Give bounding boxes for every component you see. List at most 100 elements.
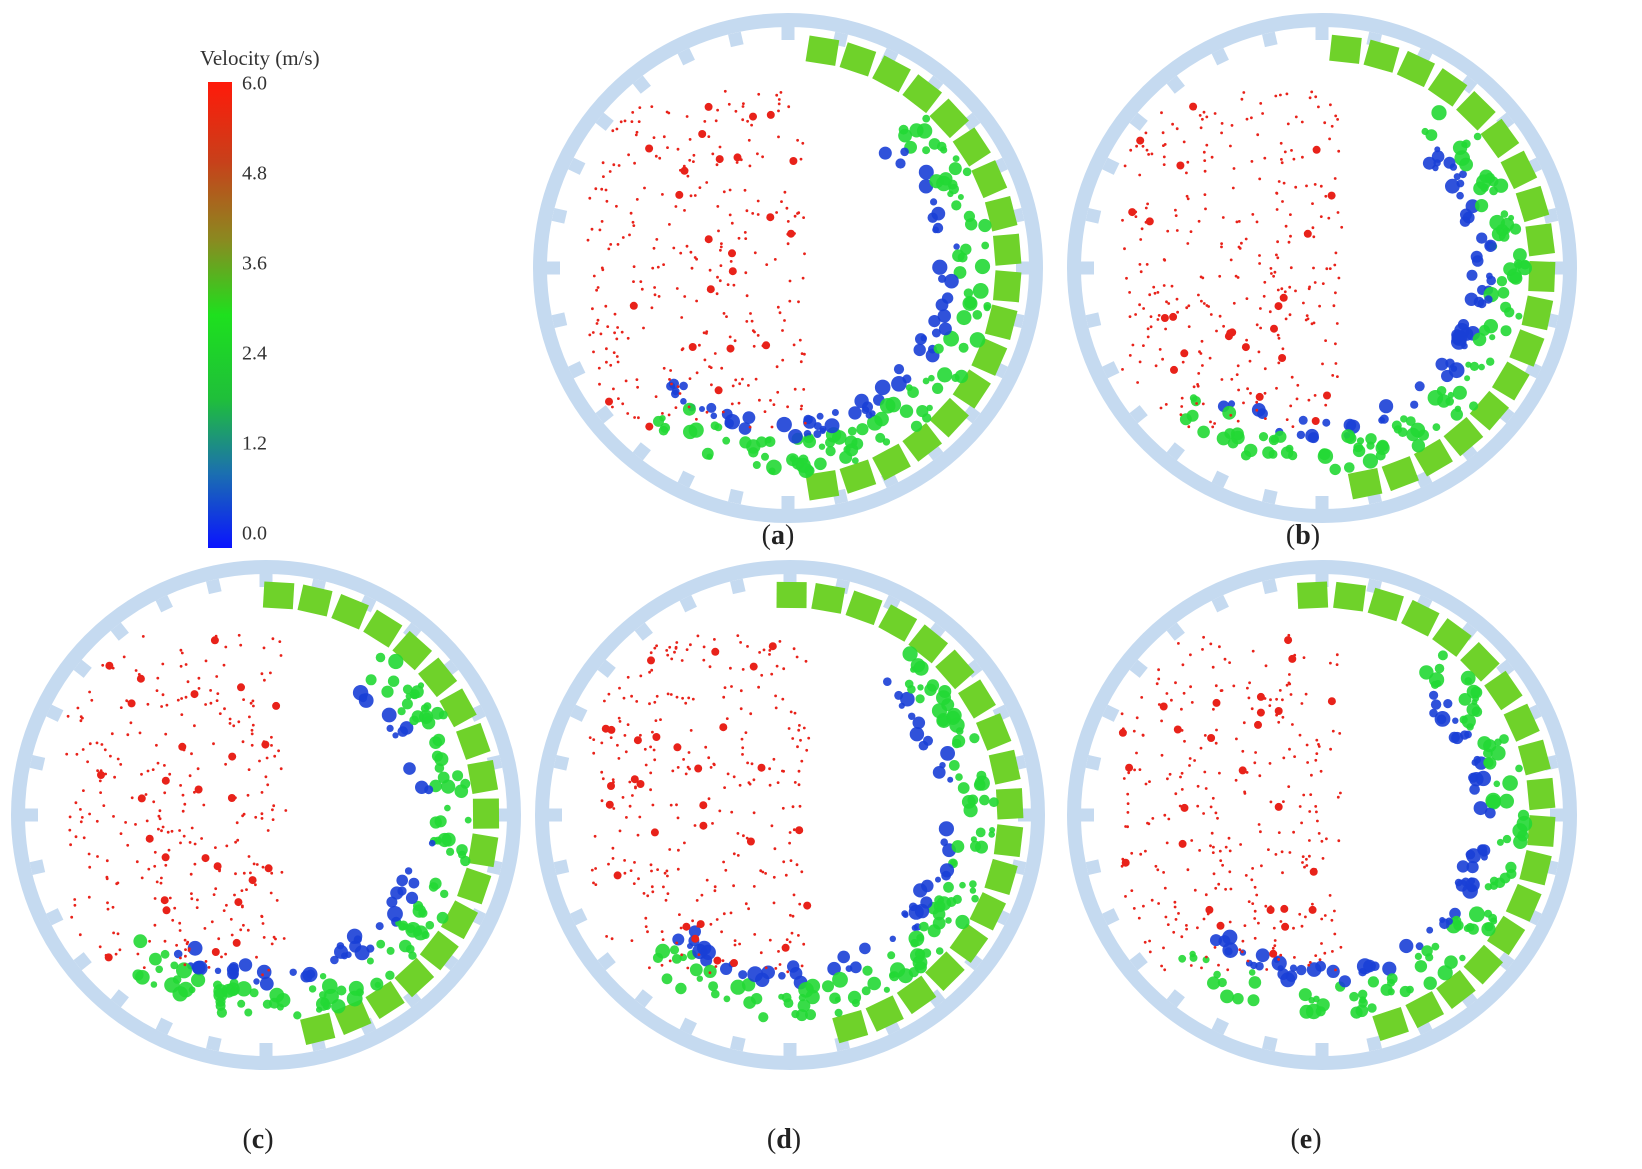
charge-particle xyxy=(944,273,959,289)
cascade-particle xyxy=(1294,185,1298,189)
cascade-particle xyxy=(227,794,236,802)
cascade-particle xyxy=(239,928,243,932)
cascade-particle xyxy=(675,287,679,290)
cascade-particle xyxy=(756,152,759,156)
charge-particle xyxy=(813,430,822,438)
cascade-particle xyxy=(654,395,658,398)
cascade-particle xyxy=(258,759,261,763)
cascade-particle xyxy=(1147,153,1150,156)
cascade-particle xyxy=(688,138,692,141)
lifter-notch xyxy=(1496,952,1515,971)
charge-particle xyxy=(932,259,948,275)
cascade-particle xyxy=(588,736,592,739)
cascade-particle xyxy=(197,676,201,680)
charge-particle xyxy=(1228,400,1236,408)
cascade-particle xyxy=(1263,280,1267,284)
cascade-particle xyxy=(1281,200,1284,203)
cascade-particle xyxy=(1180,935,1184,939)
charge-particle xyxy=(436,911,449,924)
charge-particle xyxy=(969,332,986,348)
cascade-particle xyxy=(1199,746,1203,750)
cascade-particle xyxy=(1162,155,1166,159)
cascade-particle xyxy=(1274,302,1283,311)
lifter-notch xyxy=(597,952,616,971)
liner-block xyxy=(1528,261,1556,292)
cascade-particle xyxy=(1197,372,1201,375)
cascade-particle xyxy=(1259,830,1262,834)
charge-particle xyxy=(958,342,969,353)
cascade-particle xyxy=(673,743,682,752)
cascade-particle xyxy=(1213,112,1217,115)
charge-particle xyxy=(1466,723,1474,731)
cascade-particle xyxy=(1185,927,1188,931)
cascade-particle xyxy=(687,696,691,700)
cascade-particle xyxy=(662,366,666,370)
cascade-particle xyxy=(274,937,277,941)
charge-particle xyxy=(1475,770,1491,787)
legend-tick-3-6: 3.6 xyxy=(242,252,267,275)
cascade-particle xyxy=(96,769,99,773)
charge-particle xyxy=(375,652,386,663)
charge-particle xyxy=(1380,983,1393,996)
cascade-particle xyxy=(1263,156,1267,160)
cascade-particle xyxy=(637,416,640,420)
cascade-particle xyxy=(693,194,697,197)
cascade-particle xyxy=(1187,325,1191,328)
charge-particle xyxy=(386,724,394,732)
legend-tick-4-8: 4.8 xyxy=(242,162,267,185)
charge-particle xyxy=(932,907,946,921)
cascade-particle xyxy=(79,719,83,723)
charge-particle xyxy=(409,689,420,700)
charge-particle xyxy=(1298,988,1312,1002)
charge-particle xyxy=(1429,672,1445,688)
cascade-particle xyxy=(698,186,702,190)
cascade-particle xyxy=(707,797,711,801)
cascade-particle xyxy=(241,740,245,744)
liner-block xyxy=(1432,618,1472,657)
cascade-particle xyxy=(1241,939,1245,943)
cascade-particle xyxy=(756,334,760,337)
cascade-particle xyxy=(197,687,201,690)
mill-shell xyxy=(1067,13,1577,523)
liner-block xyxy=(908,624,949,664)
charge-particle xyxy=(1429,690,1439,700)
cascade-particle xyxy=(715,155,724,164)
cascade-particle xyxy=(99,791,102,794)
cascade-particle xyxy=(269,891,273,895)
cascade-particle xyxy=(1308,810,1312,813)
cascade-particle xyxy=(787,229,795,238)
lifter-notch xyxy=(595,405,614,424)
lifter-notch xyxy=(46,704,64,722)
cascade-particle xyxy=(1227,836,1231,840)
cascade-particle xyxy=(241,814,245,818)
cascade-particle xyxy=(601,777,605,781)
charge-particle xyxy=(1441,369,1454,383)
charge-particle xyxy=(402,684,413,695)
charge-particle xyxy=(413,900,424,912)
cascade-particle xyxy=(1138,360,1142,364)
cascade-particle xyxy=(665,110,669,114)
cascade-particle xyxy=(69,843,72,847)
cascade-particle xyxy=(1220,242,1223,246)
cascade-particle xyxy=(1196,383,1199,386)
cascade-particle xyxy=(676,867,680,871)
cascade-particle xyxy=(1160,719,1163,723)
cascade-particle xyxy=(600,187,604,191)
charge-particle xyxy=(922,377,930,385)
cascade-particle xyxy=(1310,773,1313,777)
cascade-particle xyxy=(155,880,159,884)
charge-particle xyxy=(747,966,763,983)
legend-tick-6: 6.0 xyxy=(242,72,267,95)
cascade-particle xyxy=(156,761,160,765)
cascade-particle xyxy=(1273,270,1277,274)
cascade-particle xyxy=(1256,692,1265,701)
lifter-notch xyxy=(1102,908,1120,926)
cascade-particle xyxy=(714,386,723,395)
cascade-particle xyxy=(1263,697,1267,700)
cascade-particle xyxy=(713,638,716,641)
cascade-particle xyxy=(1224,845,1228,849)
liner-block xyxy=(1347,468,1383,500)
cascade-particle xyxy=(1269,698,1272,702)
charge-particle xyxy=(354,945,370,961)
cascade-particle xyxy=(1148,780,1151,783)
